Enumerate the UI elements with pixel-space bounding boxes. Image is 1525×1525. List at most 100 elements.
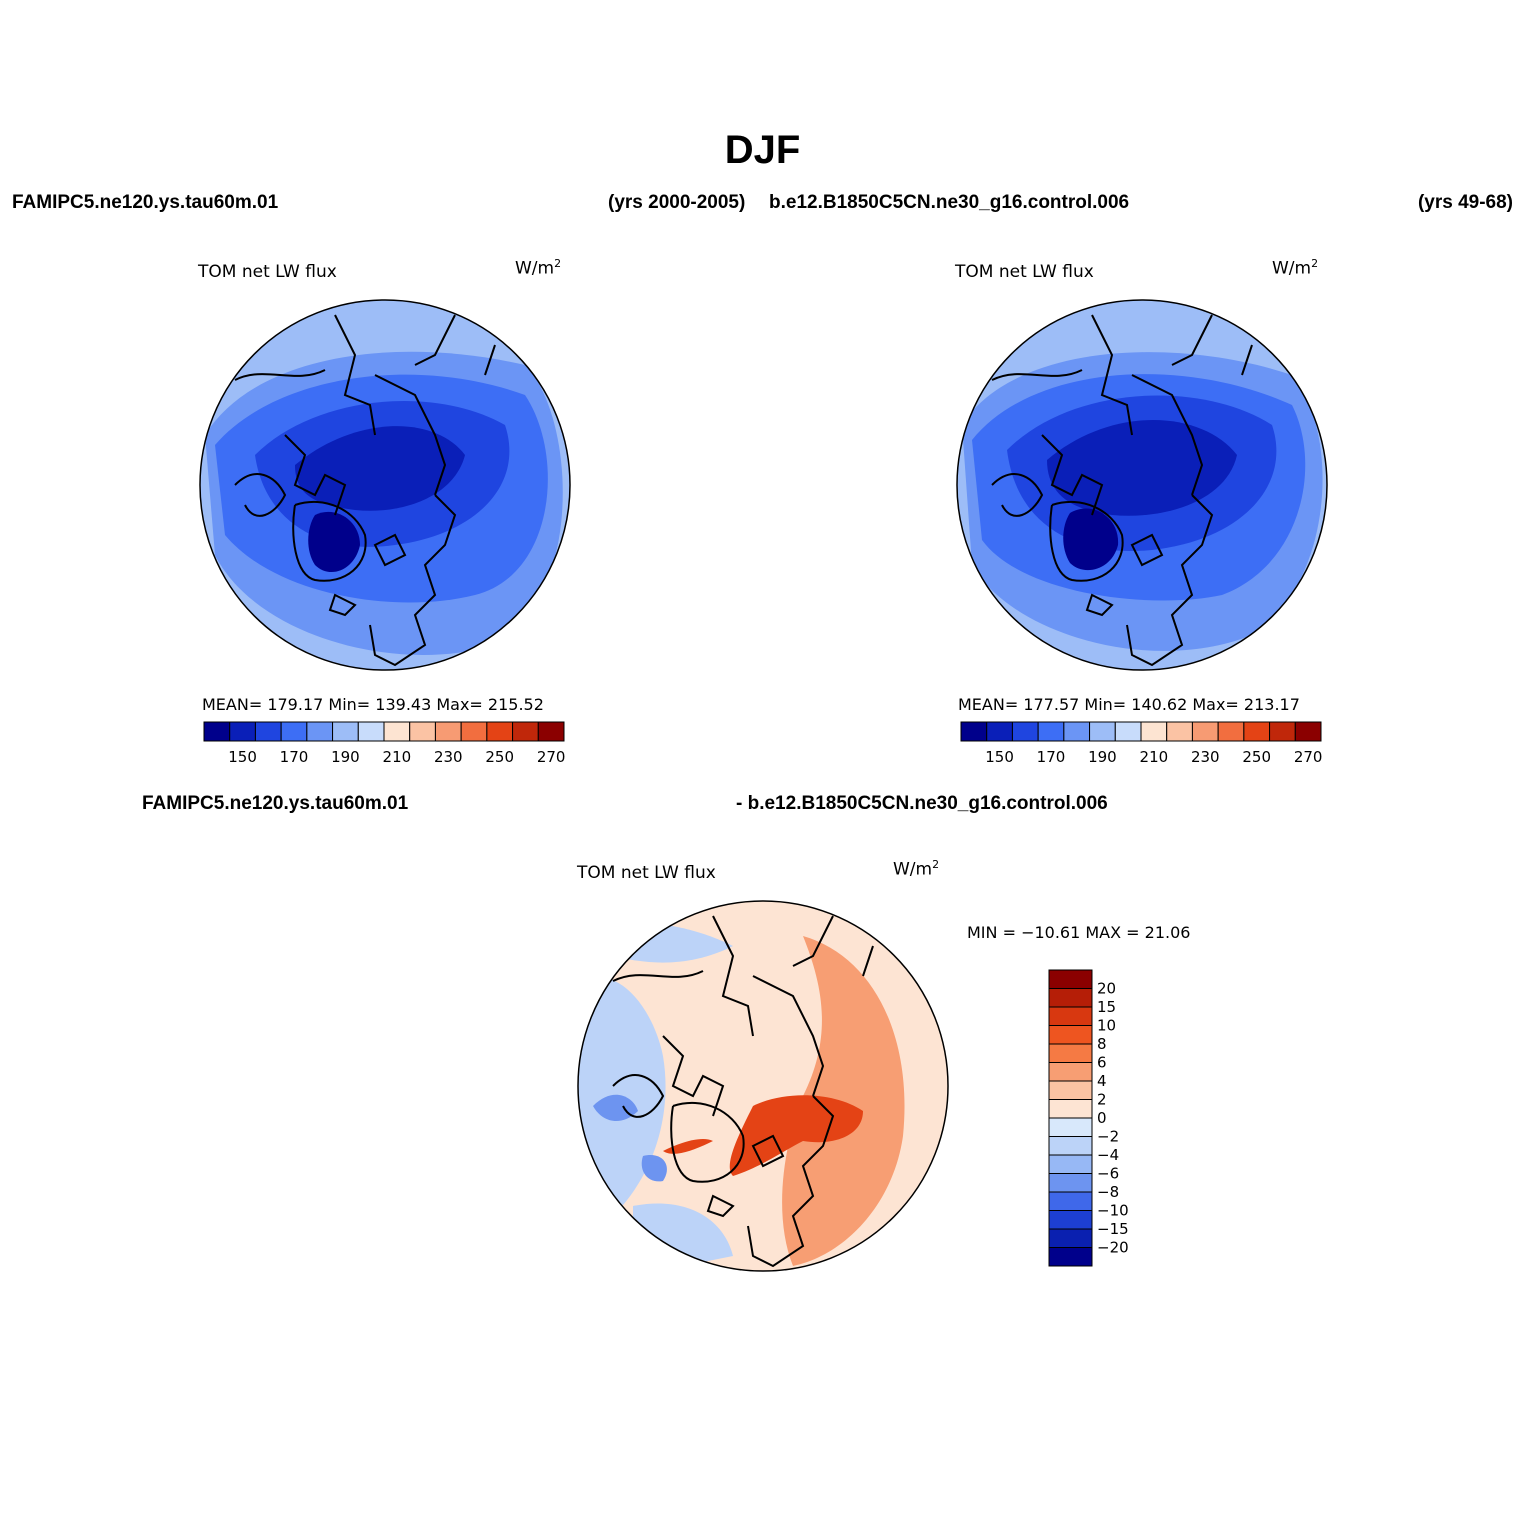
panel3-map-boundary — [577, 900, 949, 1272]
colorbar-box — [1048, 1025, 1093, 1045]
panel2-units-sup: 2 — [1311, 257, 1319, 270]
colorbar-box — [1166, 721, 1193, 742]
colorbar-box — [460, 721, 488, 742]
colorbar-box — [1048, 1154, 1093, 1174]
colorbar-label: 6 — [1097, 1054, 1107, 1072]
colorbar-label: 250 — [1242, 748, 1271, 766]
colorbar-box — [1048, 1210, 1093, 1230]
case2-name: b.e12.B1850C5CN.ne30_g16.control.006 — [769, 192, 1130, 213]
colorbar-box — [434, 721, 462, 742]
panel3-field-red — [729, 1095, 863, 1176]
colorbar-box — [1048, 1247, 1093, 1267]
panel2-variable: TOM net LW flux — [955, 262, 1094, 282]
colorbar-box — [332, 721, 359, 742]
colorbar-box — [1269, 721, 1296, 742]
colorbar-label: 230 — [1191, 748, 1220, 766]
colorbar-box — [203, 721, 231, 742]
colorbar-label: 190 — [331, 748, 360, 766]
panel3-field-orange — [782, 936, 905, 1266]
panel2-stats: MEAN= 177.57 Min= 140.62 Max= 213.17 — [958, 695, 1300, 714]
panel1-variable: TOM net LW flux — [198, 262, 337, 282]
panel1-map — [199, 299, 571, 671]
colorbar-box — [1048, 1062, 1093, 1082]
colorbar-label: 150 — [228, 748, 257, 766]
colorbar-box — [986, 721, 1013, 742]
panel2-field-darkest — [1063, 508, 1119, 571]
colorbar-box — [254, 721, 282, 742]
colorbar-box — [1011, 721, 1039, 742]
colorbar-label: 15 — [1097, 998, 1116, 1016]
panel2-units: W/m2 — [1272, 257, 1318, 279]
colorbar-box — [1048, 1006, 1093, 1026]
panel1-field-darkest — [308, 511, 360, 573]
colorbar-label: −4 — [1097, 1146, 1119, 1164]
colorbar-box — [1048, 969, 1093, 989]
panel1-field-darker — [295, 426, 465, 511]
colorbar-box — [1243, 721, 1271, 742]
colorbar-box — [357, 721, 385, 742]
panel2-units-text: W/m — [1272, 258, 1312, 279]
panel3-variable: TOM net LW flux — [577, 863, 716, 883]
panel2-map — [956, 299, 1328, 671]
panel3-field-red-2 — [663, 1139, 713, 1154]
colorbar-label: 150 — [985, 748, 1014, 766]
colorbar-label: 0 — [1097, 1109, 1107, 1127]
colorbar-box — [1048, 1228, 1093, 1248]
colorbar-label: −8 — [1097, 1183, 1119, 1201]
panel2-coastlines — [991, 314, 1253, 667]
panel1-colorbar: 150170190210230250270290 — [203, 721, 566, 766]
colorbar-box — [960, 721, 988, 742]
colorbar-label: 170 — [1037, 748, 1066, 766]
colorbar-label: −10 — [1097, 1202, 1129, 1220]
panel3-field-blue-2 — [641, 1155, 667, 1182]
colorbar-box — [486, 721, 514, 742]
panel3-map — [577, 900, 949, 1272]
panel3-stats: MIN = −10.61 MAX = 21.06 — [967, 923, 1191, 942]
panel3-coastlines — [612, 915, 874, 1268]
panel2-colorbar: 150170190210230250270290 — [960, 721, 1323, 766]
colorbar-box — [1294, 721, 1322, 742]
colorbar-label: 190 — [1088, 748, 1117, 766]
colorbar-label: 20 — [1097, 980, 1116, 998]
panel1-units-sup: 2 — [554, 257, 562, 270]
colorbar-box — [1063, 721, 1091, 742]
colorbar-label: 8 — [1097, 1035, 1107, 1053]
colorbar-box — [1048, 1173, 1093, 1193]
case1-name: FAMIPC5.ne120.ys.tau60m.01 — [12, 192, 279, 213]
colorbar-label: 210 — [383, 748, 412, 766]
colorbar-label: −20 — [1097, 1239, 1129, 1257]
diff-case1-name: FAMIPC5.ne120.ys.tau60m.01 — [142, 793, 409, 814]
diff-case2-name: - b.e12.B1850C5CN.ne30_g16.control.006 — [736, 793, 1108, 814]
colorbar-box — [1089, 721, 1116, 742]
colorbar-box — [1048, 1117, 1093, 1137]
colorbar-box — [1048, 1099, 1093, 1119]
colorbar-box — [409, 721, 436, 742]
colorbar-label: 270 — [537, 748, 566, 766]
colorbar-label: 170 — [280, 748, 309, 766]
colorbar-box — [1037, 721, 1065, 742]
colorbar-box — [306, 721, 334, 742]
colorbar-label: −2 — [1097, 1128, 1119, 1146]
panel2-field-darker — [1047, 420, 1237, 516]
colorbar-label: 210 — [1140, 748, 1169, 766]
colorbar-box — [1140, 721, 1168, 742]
panel1-units: W/m2 — [515, 257, 561, 279]
colorbar-box — [1048, 1191, 1093, 1211]
figure-title: DJF — [724, 128, 801, 172]
colorbar-box — [1048, 1043, 1093, 1063]
colorbar-box — [1048, 1080, 1093, 1100]
case1-years: (yrs 2000-2005) — [608, 192, 746, 213]
panel1-coastlines — [234, 314, 496, 667]
colorbar-box — [1048, 1136, 1093, 1156]
colorbar-box — [1191, 721, 1219, 742]
panel1-stats: MEAN= 179.17 Min= 139.43 Max= 215.52 — [202, 695, 544, 714]
colorbar-box — [1048, 988, 1093, 1008]
colorbar-box — [512, 721, 539, 742]
panel2-map-boundary — [956, 299, 1328, 671]
case2-years: (yrs 49-68) — [1417, 192, 1513, 213]
colorbar-box — [1217, 721, 1245, 742]
colorbar-box — [280, 721, 308, 742]
colorbar-label: 270 — [1294, 748, 1323, 766]
colorbar-box — [229, 721, 256, 742]
